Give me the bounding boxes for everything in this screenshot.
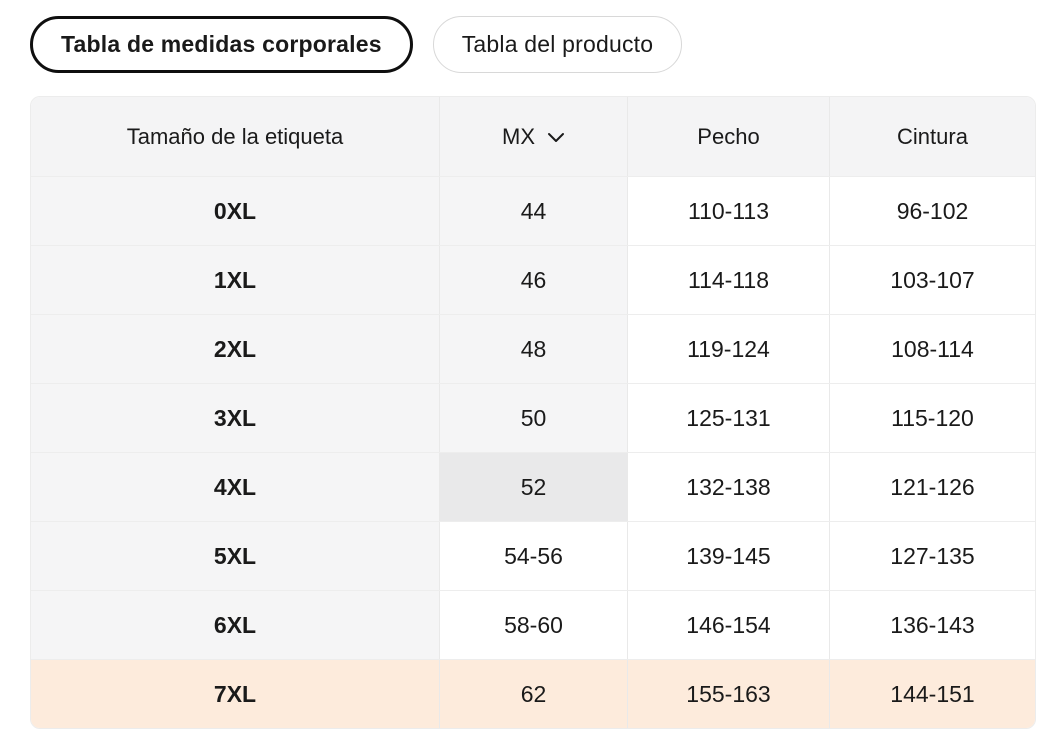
mx-value: 54-56 [440, 522, 628, 590]
mx-value: 48 [440, 315, 628, 383]
size-label: 5XL [31, 522, 440, 590]
mx-value: 44 [440, 177, 628, 245]
tab-product[interactable]: Tabla del producto [432, 16, 683, 73]
tab-body-measurements[interactable]: Tabla de medidas corporales [30, 16, 413, 73]
waist-value: 136-143 [830, 591, 1035, 659]
size-label: 4XL [31, 453, 440, 521]
size-label: 6XL [31, 591, 440, 659]
size-label: 7XL [31, 660, 440, 728]
waist-value: 115-120 [830, 384, 1035, 452]
table-row: 6XL 58-60 146-154 136-143 [31, 590, 1035, 659]
column-header-size: Tamaño de la etiqueta [31, 97, 440, 176]
chest-value: 155-163 [628, 660, 830, 728]
size-label: 2XL [31, 315, 440, 383]
size-table: Tamaño de la etiqueta MX Pecho Cintura 0… [30, 96, 1036, 729]
mx-value: 62 [440, 660, 628, 728]
mx-value: 46 [440, 246, 628, 314]
chest-value: 146-154 [628, 591, 830, 659]
mx-value: 50 [440, 384, 628, 452]
mx-value-selected: 52 [440, 453, 628, 521]
column-header-region: MX [440, 97, 628, 176]
waist-value: 121-126 [830, 453, 1035, 521]
waist-value: 103-107 [830, 246, 1035, 314]
table-row: 1XL 46 114-118 103-107 [31, 245, 1035, 314]
size-label: 1XL [31, 246, 440, 314]
chevron-down-icon [547, 132, 565, 144]
size-label: 3XL [31, 384, 440, 452]
table-row-highlighted: 7XL 62 155-163 144-151 [31, 659, 1035, 728]
chest-value: 125-131 [628, 384, 830, 452]
column-header-chest: Pecho [628, 97, 830, 176]
table-row: 5XL 54-56 139-145 127-135 [31, 521, 1035, 590]
chest-value: 139-145 [628, 522, 830, 590]
region-selector-dropdown[interactable]: MX [502, 124, 565, 150]
waist-value: 127-135 [830, 522, 1035, 590]
region-selector-value: MX [502, 123, 535, 149]
chest-value: 114-118 [628, 246, 830, 314]
chest-value: 110-113 [628, 177, 830, 245]
table-row: 0XL 44 110-113 96-102 [31, 176, 1035, 245]
waist-value: 108-114 [830, 315, 1035, 383]
chest-value: 119-124 [628, 315, 830, 383]
waist-value: 144-151 [830, 660, 1035, 728]
column-header-waist: Cintura [897, 123, 968, 149]
waist-value: 96-102 [830, 177, 1035, 245]
size-label: 0XL [31, 177, 440, 245]
chest-value: 132-138 [628, 453, 830, 521]
table-header-row: Tamaño de la etiqueta MX Pecho Cintura [31, 97, 1035, 176]
table-row: 4XL 52 132-138 121-126 [31, 452, 1035, 521]
size-chart-tabs: Tabla de medidas corporales Tabla del pr… [30, 16, 683, 73]
table-row: 3XL 50 125-131 115-120 [31, 383, 1035, 452]
mx-value: 58-60 [440, 591, 628, 659]
table-row: 2XL 48 119-124 108-114 [31, 314, 1035, 383]
